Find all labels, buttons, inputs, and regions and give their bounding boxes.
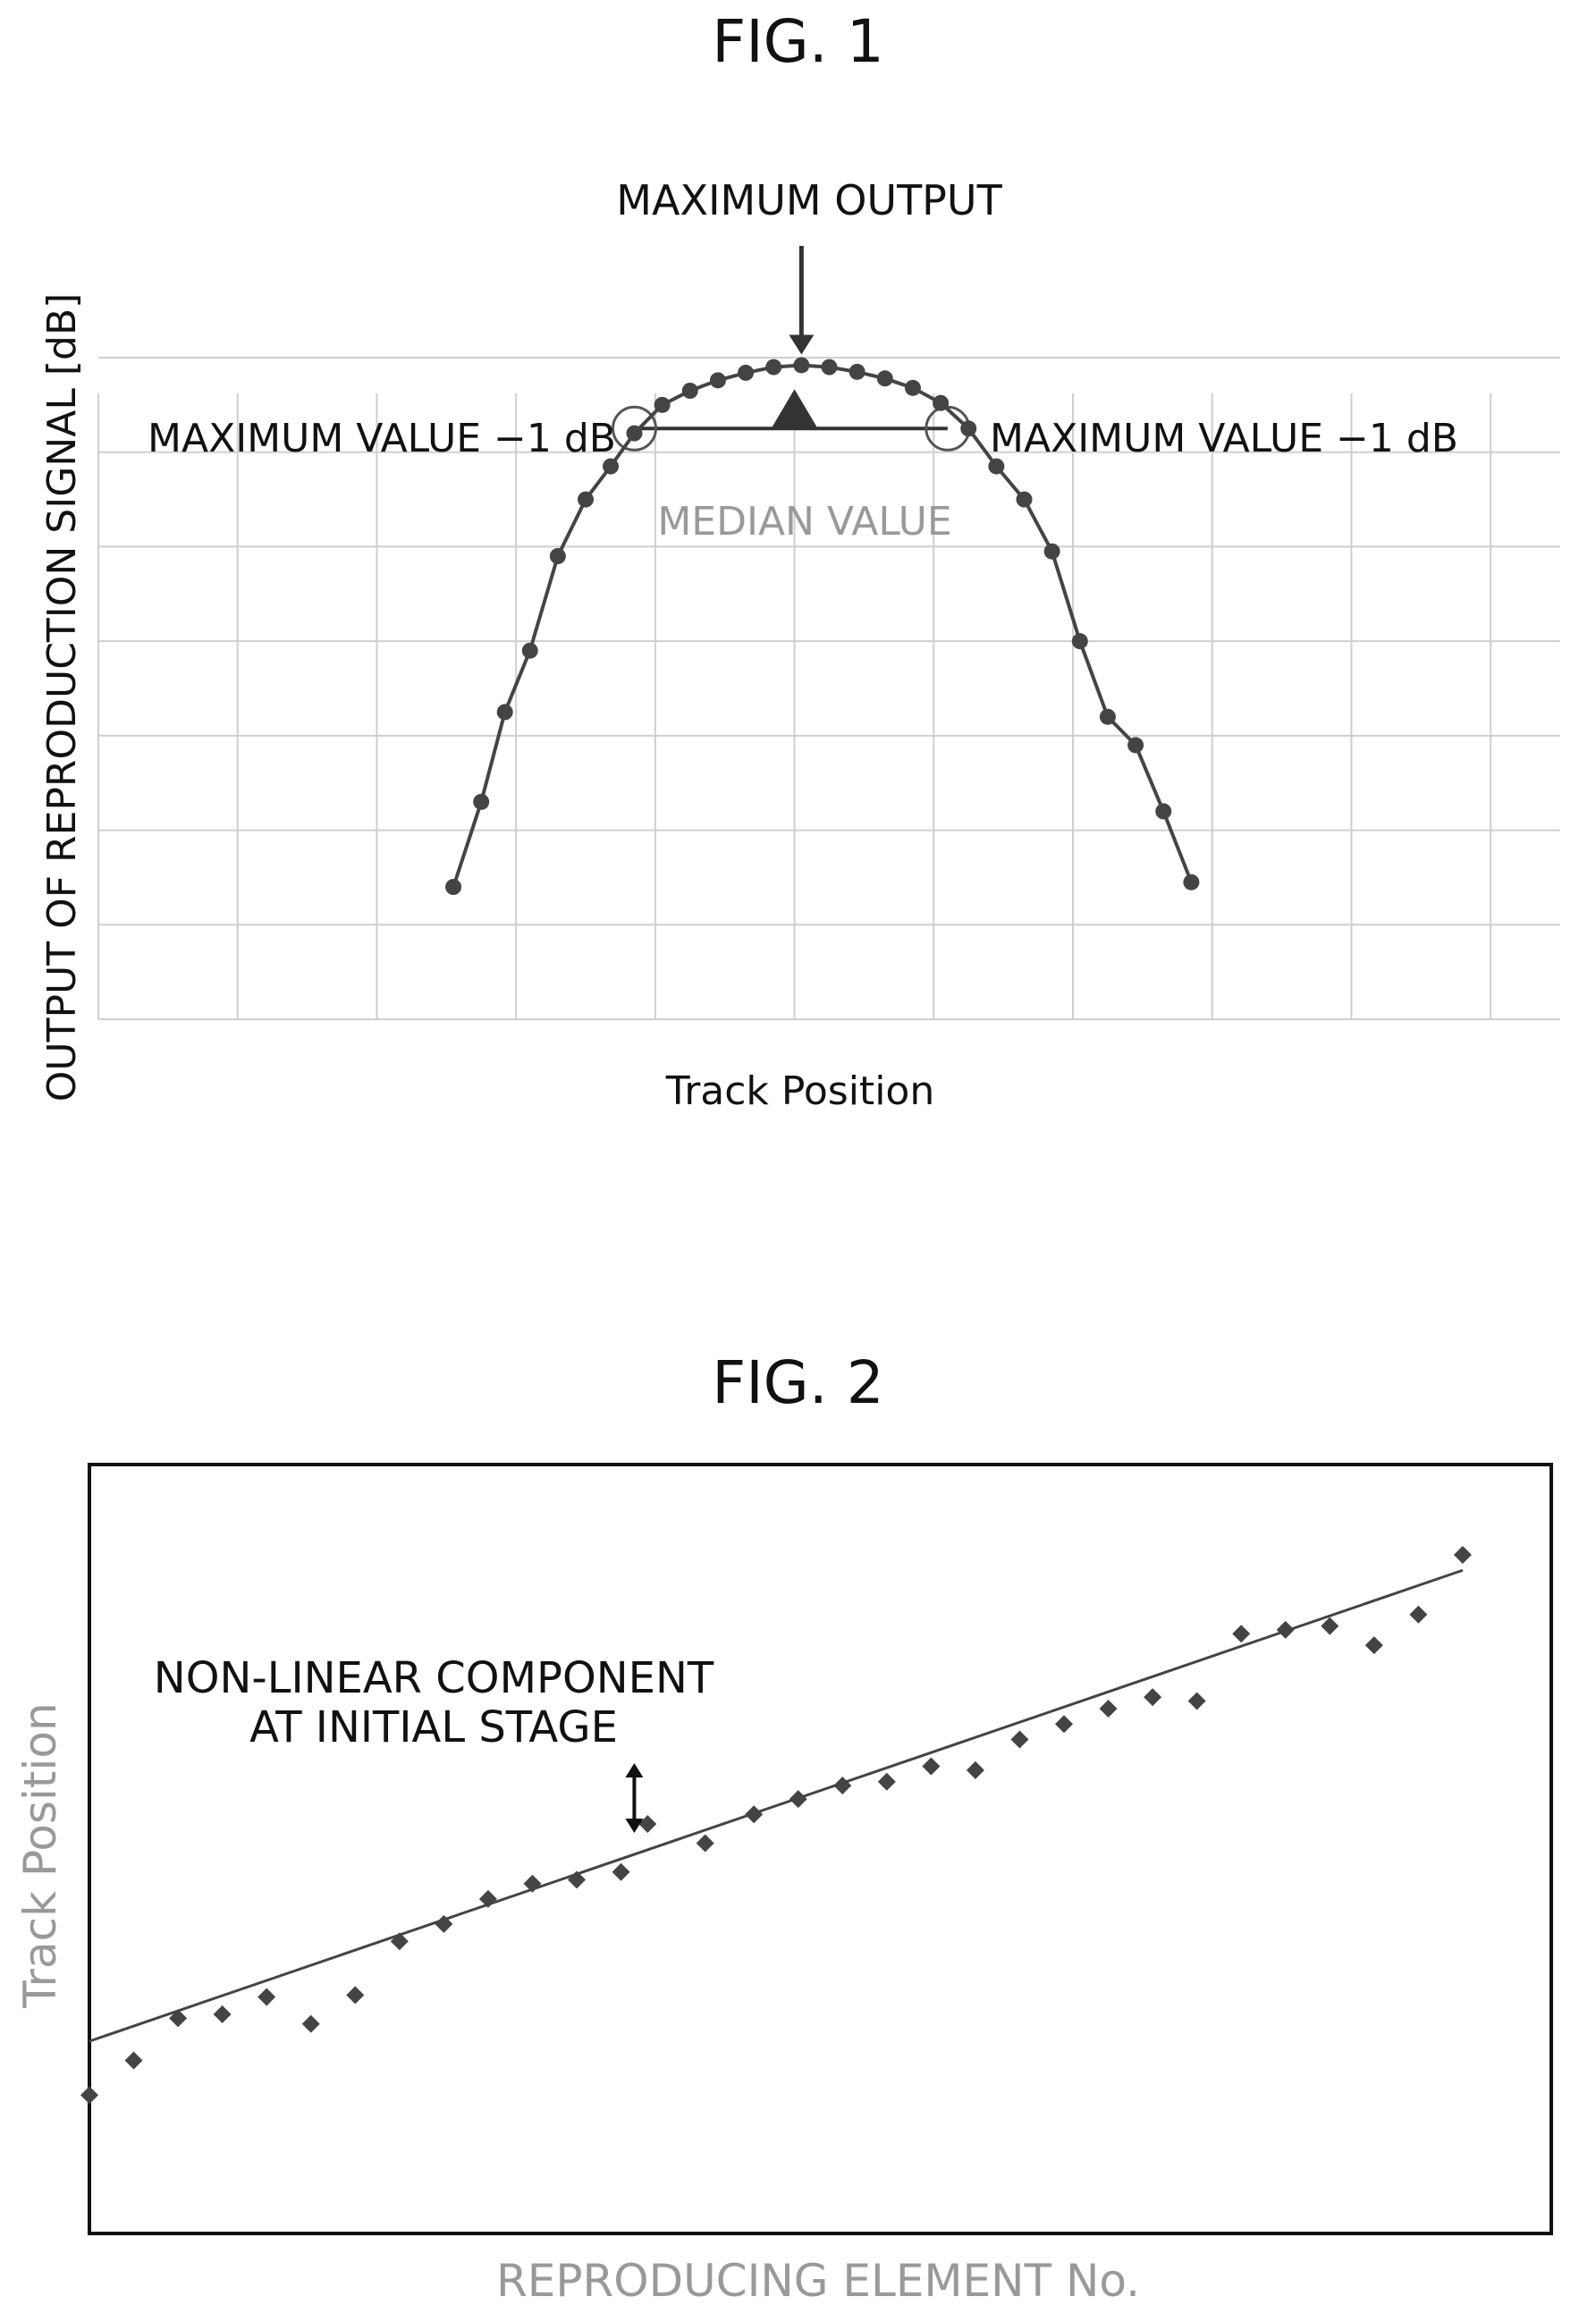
fig2-annotation-arrow-down: [625, 1819, 644, 1833]
fig1-data-point: [988, 458, 1005, 475]
fig2-data-point: [1099, 1700, 1118, 1718]
fig2-annotation-arrow-up: [625, 1763, 644, 1777]
fig1-data-point: [1155, 803, 1172, 820]
fig2-data-point: [346, 1986, 365, 2005]
fig2-plot-frame: [88, 1463, 1553, 2235]
fig1-data-point: [578, 491, 594, 508]
fig2-data-point: [1010, 1730, 1029, 1749]
fig2-data-point: [966, 1760, 984, 1779]
fig2-y-axis-label: Track Position: [14, 1702, 66, 2008]
fig2-data-point: [1409, 1605, 1428, 1624]
fig1-left-threshold-label: MAXIMUM VALUE −1 dB: [148, 416, 616, 461]
fig2-data-point: [478, 1889, 497, 1908]
fig1-data-point: [445, 879, 462, 895]
fig2-data-point: [833, 1777, 852, 1795]
fig2-data-point: [523, 1874, 542, 1893]
fig1-data-point: [1099, 708, 1116, 725]
fig1-data-point: [521, 642, 538, 659]
fig1-data-point: [473, 793, 490, 810]
fig2-annotation: [625, 1763, 644, 1833]
fig2-data-point: [390, 1932, 409, 1951]
fig1-left-threshold-circle: [612, 405, 657, 452]
fig1-right-threshold-label: MAXIMUM VALUE −1 dB: [990, 416, 1458, 461]
fig2-data-point: [1321, 1617, 1339, 1635]
fig2-data-point: [789, 1790, 807, 1809]
fig2-data-point: [301, 2014, 320, 2033]
fig2-data-point: [568, 1870, 586, 1889]
fig1-data-point: [626, 425, 643, 442]
fig2-data-point: [877, 1772, 896, 1791]
fig1-series-line: [452, 363, 1194, 888]
fig1-data-point: [1071, 633, 1088, 650]
fig2-data-point: [213, 2005, 232, 2023]
fig1-data-point: [1183, 874, 1200, 891]
fig2-annotation-line2: AT INITIAL STAGE: [249, 1702, 618, 1752]
fig2-data-point: [1453, 1546, 1472, 1565]
fig2-data-point: [922, 1757, 941, 1776]
fig1-data-point: [654, 396, 671, 413]
fig2-data-point: [638, 1815, 657, 1834]
fig2-title: FIG. 2: [712, 1348, 884, 1417]
fig1-median-label: MEDIAN VALUE: [657, 499, 951, 545]
fig2-points: [80, 1546, 1472, 2105]
fig1-data-point: [849, 363, 866, 380]
fig2-data-point: [1055, 1715, 1073, 1734]
fig1-data-point: [549, 548, 566, 564]
fig2-data-point: [1144, 1688, 1162, 1707]
fig2-data-point: [612, 1862, 630, 1881]
fig1-data-point: [709, 372, 726, 389]
fig1-data-point: [821, 359, 838, 376]
fig2-data-point: [124, 2051, 143, 2070]
fig1-data-point: [876, 370, 893, 387]
fig1-annotations: [771, 246, 818, 429]
fig2-data-point: [1364, 1636, 1383, 1655]
fig1-title: FIG. 1: [712, 7, 884, 76]
fig2-annotation-line1: NON-LINEAR COMPONENT: [154, 1653, 714, 1703]
fig1-points: [445, 357, 1200, 895]
fig1-x-axis-label: Track Position: [665, 1068, 934, 1114]
fig1-chart: Track Position OUTPUT OF REPRODUCTION SI…: [39, 176, 1560, 1114]
fig1-maximum-output-label: MAXIMUM OUTPUT: [616, 176, 1002, 224]
fig2-data-point: [1187, 1692, 1206, 1710]
fig1-data-point: [765, 359, 782, 376]
fig2-x-axis-label: REPRODUCING ELEMENT No.: [496, 2255, 1140, 2305]
fig2-data-point: [1232, 1625, 1251, 1643]
fig1-grid: [97, 357, 1560, 1020]
fig2-data-point: [1276, 1620, 1295, 1639]
fig1-median-marker: [771, 389, 818, 429]
fig2-data-point: [696, 1834, 714, 1853]
fig2-trendline: [89, 1568, 1464, 2043]
fig2-data-point: [258, 1988, 276, 2006]
fig1-max-output-arrow-head: [789, 334, 815, 355]
fig2-data-point: [435, 1914, 453, 1933]
fig1-data-point: [603, 458, 620, 475]
fig1-data-point: [793, 357, 810, 374]
fig1-data-point: [496, 704, 513, 721]
fig2-data-point: [80, 2086, 98, 2105]
fig1-y-axis-label: OUTPUT OF REPRODUCTION SIGNAL [dB]: [39, 293, 85, 1102]
fig1-data-point: [1016, 491, 1033, 508]
fig1-data-point: [681, 383, 698, 399]
fig1-data-point: [738, 364, 755, 381]
fig2-data-point: [745, 1805, 764, 1824]
fig1-data-point: [904, 379, 921, 396]
fig1-data-point: [1043, 543, 1060, 560]
fig1-data-point: [933, 394, 950, 411]
fig2-data-point: [169, 2009, 188, 2028]
fig1-data-point: [960, 420, 977, 437]
fig1-data-point: [1127, 737, 1144, 754]
